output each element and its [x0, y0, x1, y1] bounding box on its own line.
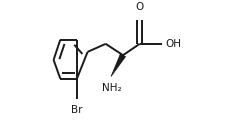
Text: NH₂: NH₂ [101, 83, 121, 93]
Polygon shape [111, 54, 125, 77]
Text: OH: OH [164, 39, 180, 49]
Text: O: O [135, 2, 143, 12]
Text: Br: Br [71, 105, 82, 115]
